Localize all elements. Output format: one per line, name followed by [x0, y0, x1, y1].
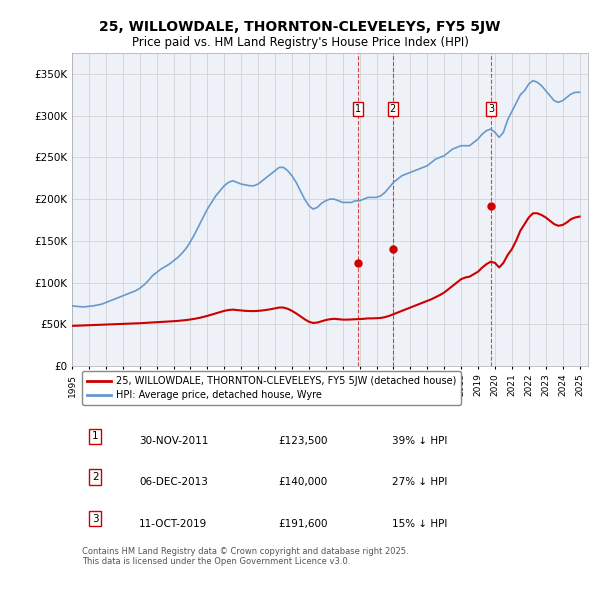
Text: 11-OCT-2019: 11-OCT-2019 — [139, 519, 208, 529]
Text: 2: 2 — [389, 104, 396, 114]
Text: £123,500: £123,500 — [278, 437, 328, 447]
Text: 1: 1 — [92, 431, 98, 441]
Text: 30-NOV-2011: 30-NOV-2011 — [139, 437, 208, 447]
Text: 15% ↓ HPI: 15% ↓ HPI — [392, 519, 447, 529]
Text: £191,600: £191,600 — [278, 519, 328, 529]
Text: 27% ↓ HPI: 27% ↓ HPI — [392, 477, 447, 487]
Legend: 25, WILLOWDALE, THORNTON-CLEVELEYS, FY5 5JW (detached house), HPI: Average price: 25, WILLOWDALE, THORNTON-CLEVELEYS, FY5 … — [82, 372, 461, 405]
Text: 3: 3 — [92, 514, 98, 524]
Text: Price paid vs. HM Land Registry's House Price Index (HPI): Price paid vs. HM Land Registry's House … — [131, 36, 469, 49]
Text: £140,000: £140,000 — [278, 477, 328, 487]
Text: 2: 2 — [92, 472, 98, 482]
Text: 39% ↓ HPI: 39% ↓ HPI — [392, 437, 447, 447]
Text: 1: 1 — [355, 104, 361, 114]
Text: 3: 3 — [488, 104, 494, 114]
Text: 06-DEC-2013: 06-DEC-2013 — [139, 477, 208, 487]
Text: Contains HM Land Registry data © Crown copyright and database right 2025.
This d: Contains HM Land Registry data © Crown c… — [82, 547, 409, 566]
Text: 25, WILLOWDALE, THORNTON-CLEVELEYS, FY5 5JW: 25, WILLOWDALE, THORNTON-CLEVELEYS, FY5 … — [100, 19, 500, 34]
